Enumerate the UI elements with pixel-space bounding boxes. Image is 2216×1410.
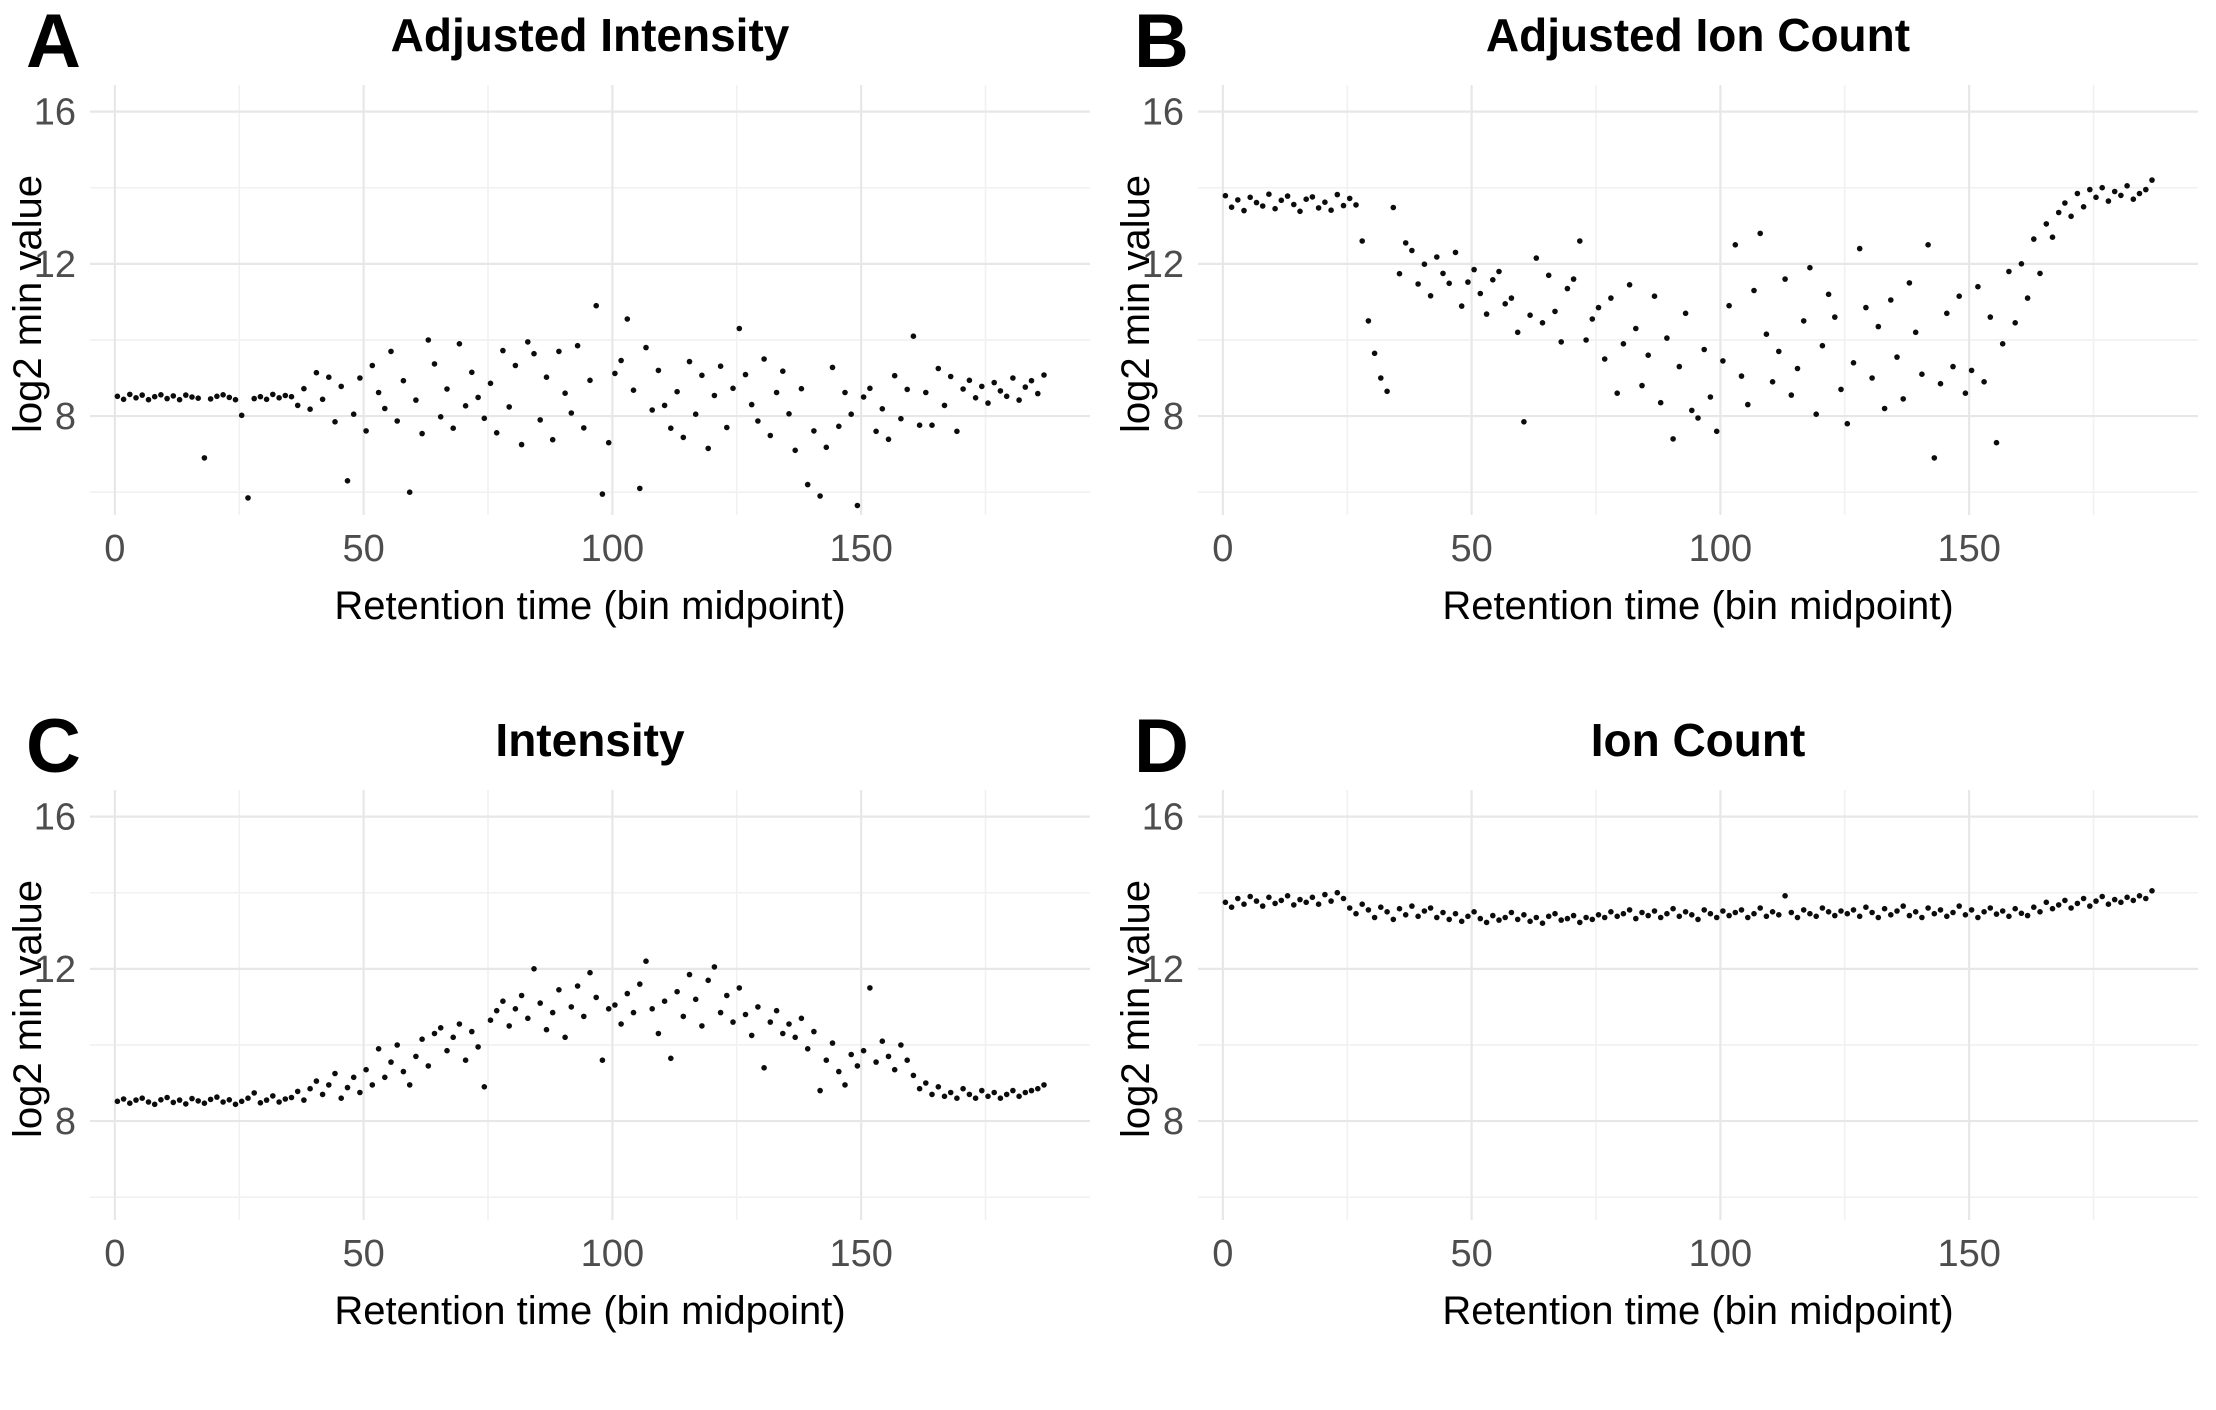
panel-a-scatter-plot: 0 50 100 150 16 12 8 bbox=[34, 85, 1090, 570]
svg-text:50: 50 bbox=[342, 528, 384, 570]
y-tick-labels: 16 12 8 bbox=[34, 92, 76, 438]
panel-a: A Adjusted Intensity log2 min value Rete… bbox=[0, 0, 1108, 705]
panel-b-letter: B bbox=[1134, 0, 1189, 84]
svg-text:12: 12 bbox=[1142, 949, 1184, 991]
svg-text:50: 50 bbox=[1450, 1233, 1492, 1275]
y-tick-labels: 16 12 8 bbox=[34, 797, 76, 1143]
svg-text:12: 12 bbox=[34, 949, 76, 991]
svg-text:100: 100 bbox=[1689, 528, 1752, 570]
panel-c: C Intensity log2 min value Retention tim… bbox=[0, 705, 1108, 1410]
panel-c-x-axis-label: Retention time (bin midpoint) bbox=[334, 1289, 846, 1333]
svg-text:50: 50 bbox=[342, 1233, 384, 1275]
panel-a-letter: A bbox=[26, 0, 81, 84]
y-tick-labels: 16 12 8 bbox=[1142, 92, 1184, 438]
svg-text:150: 150 bbox=[829, 528, 892, 570]
panel-d-letter: D bbox=[1134, 704, 1189, 789]
panel-b-title: Adjusted Ion Count bbox=[1485, 9, 1911, 61]
svg-text:8: 8 bbox=[1163, 1101, 1184, 1143]
data-points bbox=[1222, 177, 2155, 461]
svg-text:8: 8 bbox=[1163, 396, 1184, 438]
panel-a-x-axis-label: Retention time (bin midpoint) bbox=[334, 584, 846, 628]
data-points bbox=[114, 958, 1047, 1108]
panel-d: D Ion Count log2 min value Retention tim… bbox=[1108, 705, 2216, 1410]
svg-text:0: 0 bbox=[1212, 1233, 1233, 1275]
y-tick-labels: 16 12 8 bbox=[1142, 797, 1184, 1143]
panel-b: B Adjusted Ion Count log2 min value Rete… bbox=[1108, 0, 2216, 705]
gridlines-minor bbox=[90, 790, 1090, 1220]
svg-text:16: 16 bbox=[1142, 92, 1184, 134]
gridlines-major bbox=[90, 790, 1090, 1220]
svg-text:150: 150 bbox=[829, 1233, 892, 1275]
data-points bbox=[114, 302, 1047, 509]
gridlines-major bbox=[1198, 790, 2198, 1220]
svg-text:100: 100 bbox=[1689, 1233, 1752, 1275]
svg-text:8: 8 bbox=[55, 396, 76, 438]
panel-d-x-axis-label: Retention time (bin midpoint) bbox=[1442, 1289, 1954, 1333]
panel-b-scatter-plot: 0 50 100 150 16 12 8 bbox=[1142, 85, 2198, 570]
panel-b-x-axis-label: Retention time (bin midpoint) bbox=[1442, 584, 1954, 628]
svg-text:150: 150 bbox=[1937, 528, 2000, 570]
svg-text:12: 12 bbox=[1142, 244, 1184, 286]
gridlines-major bbox=[1198, 85, 2198, 515]
gridlines-minor bbox=[1198, 85, 2198, 515]
svg-text:12: 12 bbox=[34, 244, 76, 286]
panel-a-title: Adjusted Intensity bbox=[390, 9, 790, 61]
x-tick-labels: 0 50 100 150 bbox=[1212, 1233, 2001, 1275]
panel-d-title: Ion Count bbox=[1590, 714, 1806, 766]
gridlines-major bbox=[90, 85, 1090, 515]
svg-text:50: 50 bbox=[1450, 528, 1492, 570]
gridlines-minor bbox=[1198, 790, 2198, 1220]
gridlines-minor bbox=[90, 85, 1090, 515]
svg-text:0: 0 bbox=[104, 528, 125, 570]
svg-text:8: 8 bbox=[55, 1101, 76, 1143]
x-tick-labels: 0 50 100 150 bbox=[1212, 528, 2001, 570]
svg-text:100: 100 bbox=[581, 1233, 644, 1275]
svg-text:16: 16 bbox=[34, 797, 76, 839]
svg-text:100: 100 bbox=[581, 528, 644, 570]
svg-text:0: 0 bbox=[1212, 528, 1233, 570]
x-tick-labels: 0 50 100 150 bbox=[104, 1233, 893, 1275]
svg-text:16: 16 bbox=[34, 92, 76, 134]
panel-d-scatter-plot: 0 50 100 150 16 12 8 bbox=[1142, 790, 2198, 1275]
panel-c-letter: C bbox=[26, 704, 81, 789]
data-points bbox=[1222, 888, 2155, 926]
svg-text:16: 16 bbox=[1142, 797, 1184, 839]
panel-c-title: Intensity bbox=[495, 714, 685, 766]
x-tick-labels: 0 50 100 150 bbox=[104, 528, 893, 570]
svg-text:0: 0 bbox=[104, 1233, 125, 1275]
svg-text:150: 150 bbox=[1937, 1233, 2000, 1275]
panel-c-scatter-plot: 0 50 100 150 16 12 8 bbox=[34, 790, 1090, 1275]
